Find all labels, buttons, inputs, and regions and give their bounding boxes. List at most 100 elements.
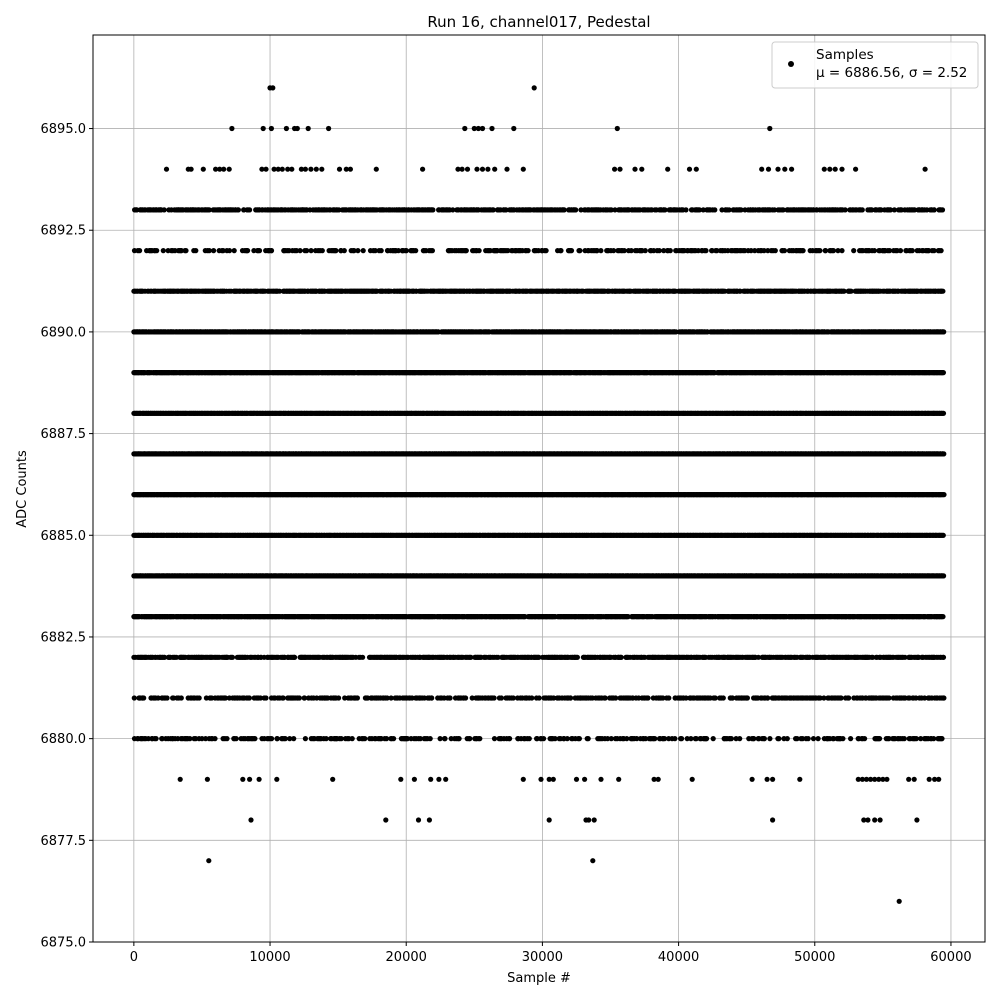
sample-point (842, 207, 848, 213)
sample-point (621, 248, 627, 254)
sample-point (137, 248, 143, 254)
sample-point (598, 248, 604, 254)
sample-point (771, 207, 778, 213)
sample-point (193, 248, 199, 254)
sample-point (938, 248, 944, 254)
sample-point (939, 207, 946, 213)
sample-point (154, 248, 160, 254)
sample-point (642, 248, 648, 254)
sample-point (220, 248, 226, 254)
sample-point (372, 248, 378, 254)
sample-point (940, 288, 946, 294)
sample-point (683, 207, 689, 213)
sample-point (931, 207, 937, 213)
sample-point (247, 207, 253, 213)
sample-point (628, 248, 634, 254)
sample-point (891, 207, 898, 213)
sample-point (268, 248, 275, 254)
sample-point (395, 248, 401, 254)
sample-point (823, 248, 829, 254)
sample-point (909, 248, 915, 254)
sample-point (696, 207, 703, 213)
sample-point (703, 248, 709, 254)
sample-point (503, 207, 509, 213)
sample-point (772, 248, 778, 254)
sample-point (712, 207, 718, 213)
sample-point (355, 248, 361, 254)
sample-point (608, 207, 614, 213)
sample-point (341, 248, 347, 254)
sample-point (780, 207, 786, 213)
sample-point (700, 207, 706, 213)
sample-point (931, 248, 937, 254)
sample-point (887, 207, 894, 213)
sample-point (662, 207, 668, 213)
sample-point (912, 207, 918, 213)
sample-point (160, 248, 166, 254)
sample-point (490, 207, 496, 213)
sample-point (781, 248, 788, 254)
sample-point (206, 207, 212, 213)
sample-point (297, 248, 303, 254)
sample-point (714, 248, 720, 254)
sample-point (887, 248, 893, 254)
sample-point (178, 248, 184, 254)
sample-point (543, 248, 549, 254)
sample-point (667, 248, 673, 254)
sample-point (277, 288, 283, 294)
sample-point (761, 248, 767, 254)
sample-point (656, 248, 662, 254)
sample-point (940, 370, 947, 376)
sample-point (235, 207, 241, 213)
sample-point (161, 207, 167, 213)
sample-point (611, 248, 617, 254)
sample-point (360, 248, 366, 254)
sample-point (319, 248, 325, 254)
sample-point (817, 248, 823, 254)
sample-point (304, 248, 310, 254)
sample-point (413, 248, 419, 254)
sample-point (206, 248, 212, 254)
sample-point (800, 248, 806, 254)
sample-point (830, 248, 837, 254)
sample-point (403, 248, 409, 254)
sample-point (841, 288, 847, 294)
sample-point (594, 248, 600, 254)
sample-point (897, 248, 904, 254)
sample-point (573, 207, 579, 213)
sample-point (226, 248, 233, 254)
sample-point (231, 248, 237, 254)
sample-point (211, 248, 217, 254)
sample-point (835, 248, 841, 254)
sample-point (738, 207, 744, 213)
sample-point (752, 248, 758, 254)
sample-point (871, 248, 878, 254)
sample-point (577, 248, 583, 254)
sample-point (429, 248, 435, 254)
sample-point (568, 248, 575, 254)
sample-point (661, 248, 667, 254)
sample-point (430, 207, 436, 213)
sample-point (839, 248, 845, 254)
sample-point (333, 248, 339, 254)
sample-point (612, 207, 618, 213)
sample-point (476, 248, 482, 254)
data-points (131, 85, 947, 904)
sample-point (525, 248, 531, 254)
sample-point (351, 248, 357, 254)
sample-point (941, 329, 947, 335)
sample-point (940, 410, 947, 416)
sample-point (450, 207, 456, 213)
sample-point (859, 207, 865, 213)
sample-point (561, 207, 567, 213)
sample-point (748, 248, 754, 254)
sample-point (308, 248, 314, 254)
sample-point (851, 248, 857, 254)
sample-point (463, 248, 469, 254)
sample-point (183, 248, 189, 254)
sample-point (558, 248, 564, 254)
sample-point (378, 248, 384, 254)
sample-point (256, 248, 263, 254)
